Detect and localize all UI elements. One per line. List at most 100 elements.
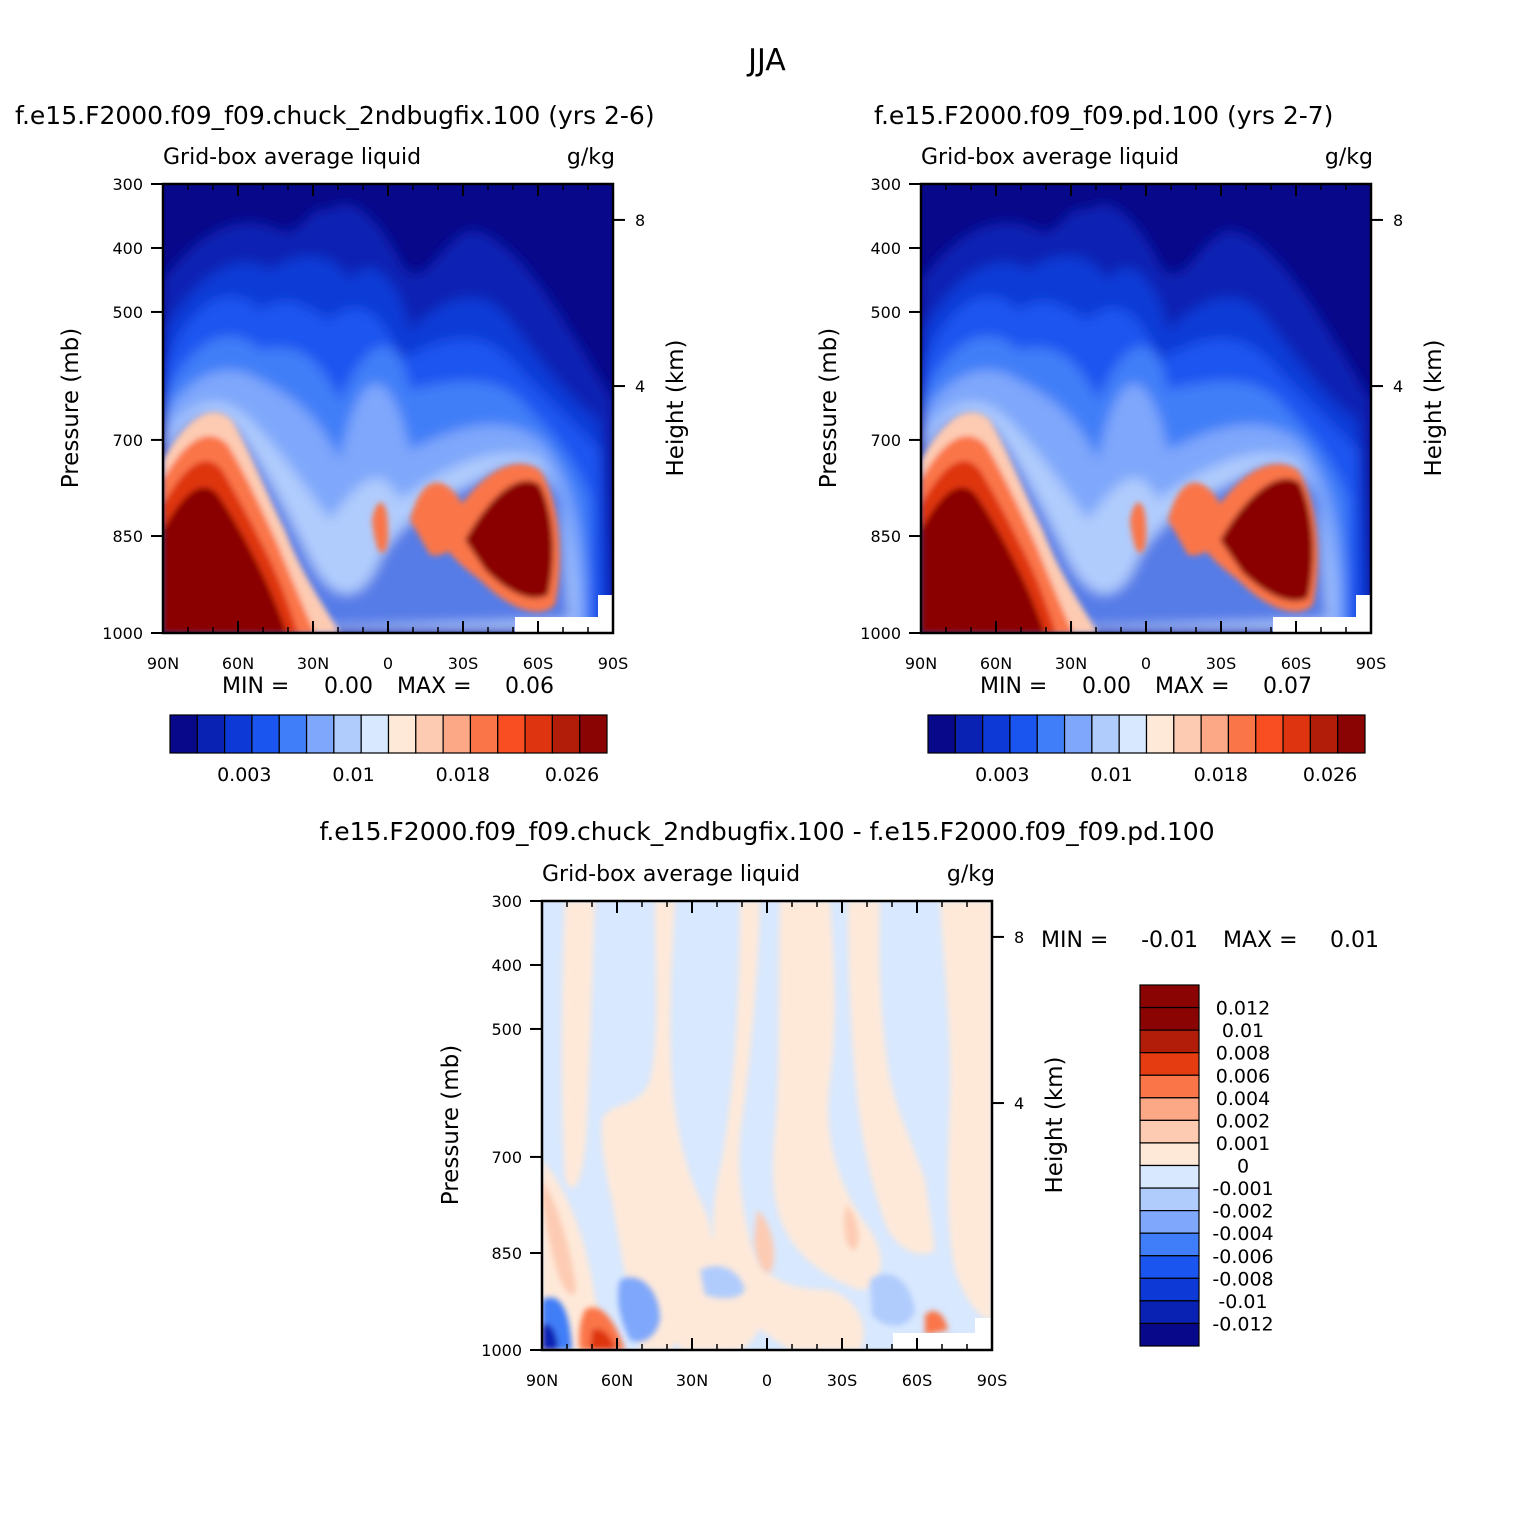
panel-2-colorbar-box [1009, 714, 1038, 754]
panel-3-colorbar-box [1139, 1142, 1200, 1167]
panel-1-colorbar-box [360, 714, 390, 754]
panel-3-colorbar-label: -0.008 [1212, 1268, 1273, 1290]
panel-3-xtick-label: 30N [676, 1371, 708, 1390]
panel-1-ylabel-right: Height (km) [663, 339, 689, 476]
panel-3-colorbar-box [1139, 1164, 1200, 1189]
panel-3-colorbar-label: -0.001 [1212, 1178, 1273, 1200]
panel-2-colorbar-box [1227, 714, 1257, 754]
panel-1-colorbar-box [196, 714, 226, 754]
panel-3-colorbar-label: -0.006 [1212, 1246, 1273, 1268]
panel-2-subtitle-left: Grid-box average liquid [921, 145, 1179, 170]
panel-2-ylabel: Pressure (mb) [816, 328, 842, 488]
panel-3-colorbar-label: 0.002 [1216, 1110, 1270, 1132]
panel-3-xtick-label: 60N [601, 1371, 633, 1390]
panel-3-colorbar-box [1139, 1232, 1200, 1257]
panel-1-ytick-label: 500 [112, 303, 143, 322]
panel-1-colorbar-label: 0.003 [217, 764, 271, 786]
panel-1-colorbar-box [442, 714, 472, 754]
figure-title: JJA [746, 43, 786, 78]
panel-2-colorbar-box [1255, 714, 1284, 754]
panel-1-xtick-label: 30S [448, 654, 479, 673]
panel-1-colorbar-label: 0.026 [545, 764, 599, 786]
panel-1-ytick-right-label: 8 [635, 211, 645, 230]
panel-1-min-value: 0.00 [324, 674, 373, 699]
panel-3-colorbar-box [1139, 1074, 1200, 1099]
panel-2-max-value: 0.07 [1263, 674, 1312, 699]
panel-1: f.e15.F2000.f09_f09.chuck_2ndbugfix.100 … [15, 101, 689, 786]
panel-3-colorbar-label: 0.006 [1216, 1065, 1270, 1087]
panel-2-colorbar-box [927, 714, 956, 754]
panel-3-units: g/kg [947, 862, 995, 887]
panel-2-colorbar-box [1200, 714, 1230, 754]
panel-1-max-label: MAX = [397, 674, 472, 699]
panel-3-colorbar-box [1139, 1277, 1200, 1302]
panel-2-colorbar-box [1091, 714, 1120, 754]
panel-2-colorbar-box [954, 714, 984, 754]
panel-3-ytick-label: 700 [491, 1148, 522, 1167]
panel-2-ytick-right-label: 8 [1393, 211, 1403, 230]
panel-2-colorbar-label: 0.018 [1194, 764, 1248, 786]
panel-1-colorbar-box [305, 714, 335, 754]
panel-3-field [542, 901, 992, 1350]
panel-1-colorbar-box [278, 714, 308, 754]
panel-1-colorbar-box [551, 714, 581, 754]
panel-2-min-value: 0.00 [1082, 674, 1131, 699]
panel-2-ylabel-right: Height (km) [1421, 339, 1447, 476]
panel-1-field [163, 184, 613, 633]
panel-3-colorbar-box [1139, 1187, 1200, 1212]
panel-2-ytick-label: 700 [870, 431, 901, 450]
panel-2-colorbar-box [1309, 714, 1339, 754]
panel-3-ylabel-right: Height (km) [1042, 1056, 1068, 1193]
panel-2-xtick-label: 60N [980, 654, 1012, 673]
panel-3-colorbar-label: 0.004 [1216, 1088, 1270, 1110]
panel-3-colorbar-label: 0.01 [1222, 1020, 1264, 1042]
panel-1-colorbar-box [415, 714, 444, 754]
panel-1-colorbar-box [579, 714, 608, 754]
panel-1-ytick-label: 300 [112, 175, 143, 194]
panel-2-axes: 90N 60N 30N 0 30S 60S 90S 300 400 500 700 850 1000 8 4 [860, 175, 1403, 673]
panel-2-ytick-label: 500 [870, 303, 901, 322]
panel-2-colorbar-box [1118, 714, 1148, 754]
panel-1-colorbar-box [169, 714, 198, 754]
panel-1-colorbar-box [497, 714, 526, 754]
panel-3-ytick-right-label: 8 [1014, 928, 1024, 947]
panel-2-colorbar-box [1036, 714, 1066, 754]
panel-3-ytick-label: 400 [491, 956, 522, 975]
panel-3-ytick-right-label: 4 [1014, 1094, 1024, 1113]
panel-2-colorbar-box [1173, 714, 1202, 754]
panel-1-ytick-label: 850 [112, 527, 143, 546]
panel-2-ytick-right-label: 4 [1393, 377, 1403, 396]
panel-3-colorbar-box [1139, 1006, 1200, 1031]
panel-3-max-label: MAX = [1223, 928, 1298, 953]
panel-1-xtick-label: 30N [297, 654, 329, 673]
panel-1-colorbar-box [224, 714, 253, 754]
panel-2-xtick-label: 30N [1055, 654, 1087, 673]
panel-3-colorbar-label: 0.008 [1216, 1043, 1270, 1065]
panel-1-colorbar-box [524, 714, 553, 754]
panel-2-ytick-label: 300 [870, 175, 901, 194]
panel-2-colorbar-label: 0.003 [975, 764, 1029, 786]
panel-2-min-label: MIN = [980, 674, 1047, 699]
panel-3-colorbar-label: 0.012 [1216, 998, 1270, 1020]
panel-2-colorbar-box [1337, 714, 1366, 754]
panel-3-ytick-label: 500 [491, 1020, 522, 1039]
panel-2-colorbar-label: 0.01 [1090, 764, 1132, 786]
panel-1-xtick-label: 60S [523, 654, 554, 673]
panel-2-xtick-label: 0 [1141, 654, 1151, 673]
panel-3-ytick-label: 850 [491, 1244, 522, 1263]
panel-1-ytick-label: 1000 [102, 624, 143, 643]
panel-2-field [921, 184, 1371, 633]
panel-3-colorbar-box [1139, 1255, 1200, 1279]
panel-1-min-label: MIN = [222, 674, 289, 699]
panel-3-colorbar-box [1139, 1029, 1200, 1054]
panel-3-colorbar-label: -0.002 [1212, 1201, 1273, 1223]
panel-2-units: g/kg [1325, 145, 1373, 170]
panel-3-min-label: MIN = [1041, 928, 1108, 953]
panel-3-xtick-label: 0 [762, 1371, 772, 1390]
panel-3-colorbar-box [1139, 1300, 1200, 1325]
panel-1-title: f.e15.F2000.f09_f09.chuck_2ndbugfix.100 … [15, 101, 655, 130]
panel-2-xtick-label: 90S [1356, 654, 1387, 673]
panel-2-colorbar: 0.003 0.01 0.018 0.026 [927, 714, 1366, 786]
panel-1-colorbar-label: 0.018 [436, 764, 490, 786]
panel-1-xtick-label: 0 [383, 654, 393, 673]
